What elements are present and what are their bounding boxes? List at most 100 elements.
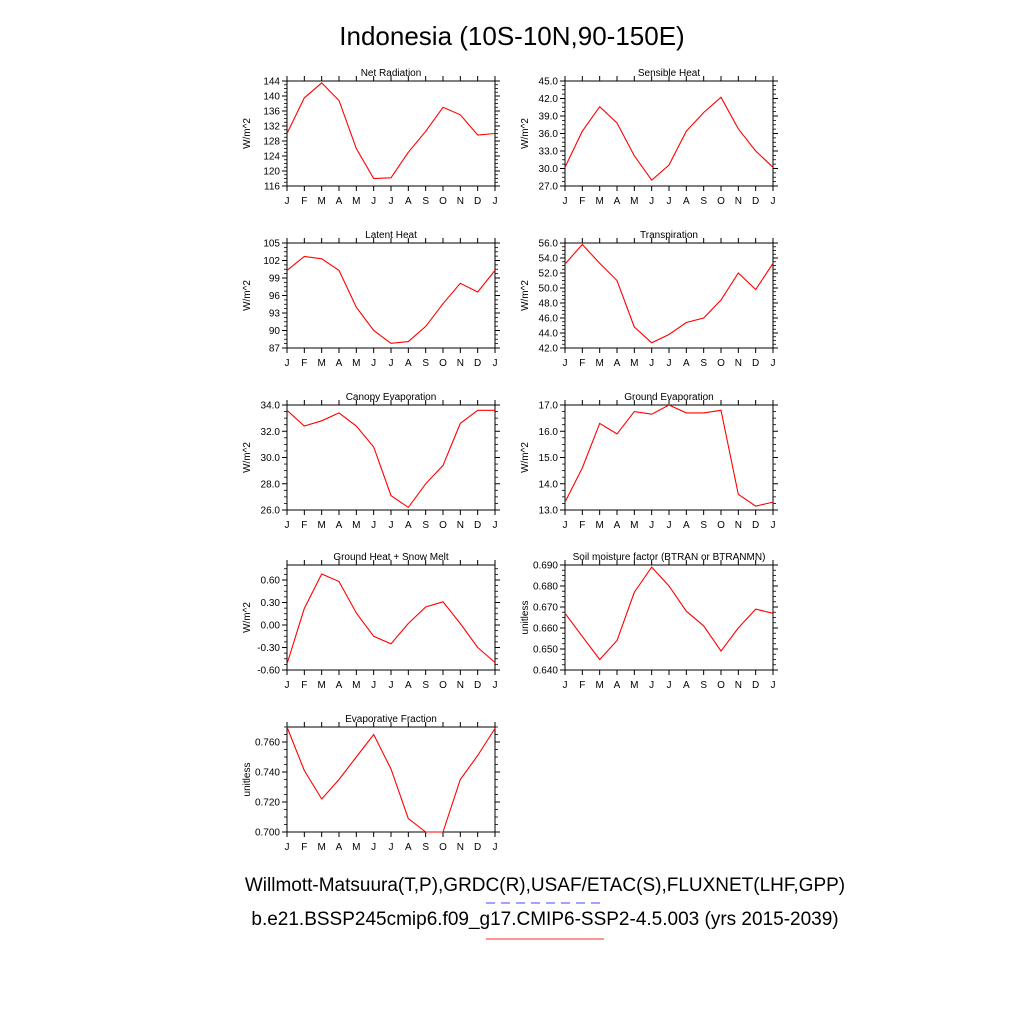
transpiration-xtick-label: J <box>771 358 776 369</box>
ground-evaporation-xtick-label: J <box>649 520 654 531</box>
transpiration-xtick-label: M <box>595 358 603 369</box>
ground-evaporation-ytick-label: 17.0 <box>539 401 559 412</box>
ground-evaporation-xtick-label: J <box>563 520 568 531</box>
sensible-heat-ytick-label: 30.0 <box>539 164 559 175</box>
sensible-heat-xtick-label: A <box>614 196 621 207</box>
net-radiation-xtick-label: J <box>371 196 376 207</box>
soil-moisture-factor-btran-or-btranmn-xtick-label: S <box>700 680 707 691</box>
latent-heat-xtick-label: J <box>389 358 394 369</box>
ground-heat-snow-melt-ylabel: W/m^2 <box>242 602 253 633</box>
net-radiation-ytick-label: 128 <box>263 137 280 148</box>
latent-heat-ytick-label: 96 <box>269 291 281 302</box>
canopy-evaporation-xtick-label: J <box>285 520 290 531</box>
net-radiation-xtick-label: S <box>422 196 429 207</box>
ground-heat-snow-melt-xtick-label: M <box>352 680 360 691</box>
transpiration-xtick-label: A <box>683 358 690 369</box>
canopy-evaporation-xtick-label: S <box>422 520 429 531</box>
ground-evaporation-xtick-label: F <box>579 520 585 531</box>
evaporative-fraction-xtick-label: J <box>389 842 394 853</box>
evaporative-fraction-xtick-label: M <box>317 842 325 853</box>
net-radiation-ytick-label: 116 <box>264 182 280 193</box>
net-radiation-ytick-label: 120 <box>263 167 280 178</box>
panel-transpiration: Transpiration W/m^2 42.0 44.0 46.0 48.0 50.0 52… <box>520 230 778 369</box>
soil-moisture-factor-btran-or-btranmn-ytick-label: 0.650 <box>533 645 558 656</box>
net-radiation-xtick-label: N <box>457 196 464 207</box>
transpiration-ytick-label: 54.0 <box>539 254 559 265</box>
soil-moisture-factor-btran-or-btranmn-title: Soil moisture factor (BTRAN or BTRANMN) <box>573 552 766 563</box>
soil-moisture-factor-btran-or-btranmn-ytick-label: 0.690 <box>533 561 558 572</box>
ground-heat-snow-melt-xtick-label: J <box>285 680 290 691</box>
sensible-heat-series-line <box>564 96 774 182</box>
net-radiation-xtick-label: A <box>405 196 412 207</box>
latent-heat-xtick-label: O <box>439 358 447 369</box>
soil-moisture-factor-btran-or-btranmn-ytick-label: 0.670 <box>533 603 558 614</box>
soil-moisture-factor-btran-or-btranmn-ytick-label: 0.680 <box>533 582 558 593</box>
legend-line-1: Willmott-Matsuura(T,P),GRDC(R),USAF/ETAC… <box>245 875 845 896</box>
latent-heat-xtick-label: M <box>352 358 360 369</box>
ground-evaporation-xtick-label: N <box>735 520 742 531</box>
sensible-heat-title: Sensible Heat <box>638 68 700 79</box>
soil-moisture-factor-btran-or-btranmn-xtick-label: N <box>735 680 742 691</box>
evaporative-fraction-xtick-label: N <box>457 842 464 853</box>
ground-heat-snow-melt-ytick-label: -0.60 <box>257 666 280 677</box>
ground-heat-snow-melt-ytick-label: 0.30 <box>261 598 281 609</box>
latent-heat-xtick-label: S <box>422 358 429 369</box>
canopy-evaporation-ytick-label: 26.0 <box>261 506 281 517</box>
ground-heat-snow-melt-ytick-label: 0.00 <box>261 621 281 632</box>
ground-heat-snow-melt-series-line <box>286 573 496 665</box>
sensible-heat-xtick-label: A <box>683 196 690 207</box>
canopy-evaporation-xtick-label: A <box>336 520 343 531</box>
ground-heat-snow-melt-xtick-label: D <box>474 680 481 691</box>
latent-heat-xtick-label: D <box>474 358 481 369</box>
ground-heat-snow-melt-xtick-label: J <box>493 680 498 691</box>
canopy-evaporation-xtick-label: J <box>371 520 376 531</box>
transpiration-xtick-label: J <box>649 358 654 369</box>
soil-moisture-factor-btran-or-btranmn-xtick-label: M <box>630 680 638 691</box>
soil-moisture-factor-btran-or-btranmn-ytick-label: 0.640 <box>533 666 558 677</box>
soil-moisture-factor-btran-or-btranmn-xtick-label: J <box>667 680 672 691</box>
net-radiation-ytick-label: 132 <box>263 122 280 133</box>
evaporative-fraction-xtick-label: D <box>474 842 481 853</box>
transpiration-series-line <box>564 243 774 344</box>
canopy-evaporation-ytick-label: 34.0 <box>261 401 281 412</box>
soil-moisture-factor-btran-or-btranmn-xtick-label: M <box>595 680 603 691</box>
net-radiation-xtick-label: A <box>336 196 343 207</box>
evaporative-fraction-ytick-label: 0.720 <box>255 798 280 809</box>
sensible-heat-ytick-label: 36.0 <box>539 129 559 140</box>
evaporative-fraction-xtick-label: J <box>493 842 498 853</box>
ground-evaporation-xtick-label: A <box>683 520 690 531</box>
ground-evaporation-title: Ground Evaporation <box>624 392 714 403</box>
ground-evaporation-ytick-label: 13.0 <box>539 506 559 517</box>
evaporative-fraction-xtick-label: O <box>439 842 447 853</box>
evaporative-fraction-xtick-label: A <box>336 842 343 853</box>
ground-evaporation-xtick-label: M <box>630 520 638 531</box>
soil-moisture-factor-btran-or-btranmn-xtick-label: D <box>752 680 759 691</box>
canopy-evaporation-xtick-label: N <box>457 520 464 531</box>
net-radiation-ylabel: W/m^2 <box>242 118 253 149</box>
evaporative-fraction-series-line <box>286 726 496 833</box>
sensible-heat-ytick-label: 42.0 <box>539 94 559 105</box>
canopy-evaporation-xtick-label: O <box>439 520 447 531</box>
latent-heat-xtick-label: J <box>285 358 290 369</box>
soil-moisture-factor-btran-or-btranmn-xtick-label: J <box>649 680 654 691</box>
evaporative-fraction-xtick-label: F <box>301 842 307 853</box>
ground-evaporation-series-line <box>564 404 774 507</box>
evaporative-fraction-xtick-label: A <box>405 842 412 853</box>
ground-evaporation-xtick-label: J <box>667 520 672 531</box>
sensible-heat-xtick-label: J <box>667 196 672 207</box>
sensible-heat-xtick-label: O <box>717 196 725 207</box>
legend-line-2: b.e21.BSSP245cmip6.f09_g17.CMIP6-SSP2-4.… <box>251 909 838 930</box>
soil-moisture-factor-btran-or-btranmn-ylabel: unitless <box>520 601 531 635</box>
evaporative-fraction-ytick-label: 0.700 <box>255 828 280 839</box>
net-radiation-xtick-label: D <box>474 196 481 207</box>
latent-heat-series-line <box>286 255 496 344</box>
ground-evaporation-ytick-label: 15.0 <box>539 453 559 464</box>
sensible-heat-xtick-label: J <box>771 196 776 207</box>
net-radiation-series-line <box>286 82 496 180</box>
panel-soil-moisture-factor-btran-or-btranmn: Soil moisture factor (BTRAN or BTRANMN) u… <box>520 552 778 691</box>
latent-heat-ytick-label: 99 <box>269 274 281 285</box>
transpiration-xtick-label: N <box>735 358 742 369</box>
ground-heat-snow-melt-title: Ground Heat + Snow Melt <box>333 552 449 563</box>
canopy-evaporation-xtick-label: M <box>352 520 360 531</box>
